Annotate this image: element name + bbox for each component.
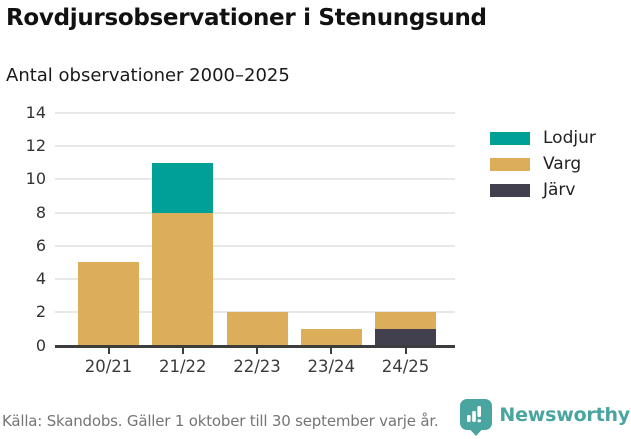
- y-axis-tick-label: 8: [35, 202, 46, 222]
- legend-label: Lodjur: [543, 128, 596, 148]
- gridline-y4: [55, 278, 455, 281]
- bar-segment-varg-22-23: [226, 312, 288, 346]
- y-axis-tick-label: 0: [35, 335, 46, 355]
- bar-segment-varg-21-22: [152, 212, 214, 346]
- y-axis-tick-label: 14: [25, 103, 46, 122]
- gridline-y6: [55, 244, 455, 247]
- x-axis-tick: [330, 347, 333, 354]
- x-axis-line: [55, 344, 455, 348]
- y-axis-tick-label: 12: [25, 136, 46, 156]
- bar-segment-lodjur-21-22: [152, 162, 214, 213]
- gridline-y8: [55, 211, 455, 214]
- legend-item-järv: Järv: [490, 180, 596, 200]
- x-axis-category-label: 21/22: [158, 356, 207, 376]
- bar-segment-järv-24-25: [375, 328, 436, 346]
- newsworthy-wordmark: Newsworthy: [499, 404, 630, 426]
- legend-item-lodjur: Lodjur: [490, 128, 596, 148]
- x-axis-tick: [181, 347, 184, 354]
- bar-segment-varg-20-21: [78, 262, 139, 346]
- x-axis-category-label: 23/24: [307, 356, 356, 376]
- legend: Lodjur Varg Järv: [490, 128, 596, 210]
- x-axis-tick: [404, 347, 407, 354]
- legend-label: Järv: [543, 180, 576, 200]
- x-axis-tick: [256, 347, 258, 354]
- x-axis-category-label: 20/21: [84, 356, 133, 376]
- bar-segment-varg-23-24: [300, 328, 362, 346]
- bar-segment-varg-24-25: [375, 312, 436, 329]
- newsworthy-bubble-chart-icon: [460, 399, 493, 436]
- gridline-y14: [55, 112, 455, 114]
- source-note: Källa: Skandobs. Gäller 1 oktober till 3…: [2, 412, 439, 430]
- y-axis-tick-label: 2: [35, 302, 46, 322]
- chart-title: Rovdjursobservationer i Stenungsund: [6, 5, 487, 31]
- x-axis-tick: [107, 347, 110, 354]
- legend-label: Varg: [543, 154, 582, 174]
- x-axis-category-label: 24/25: [381, 356, 430, 376]
- chart-subtitle: Antal observationer 2000–2025: [6, 65, 290, 86]
- legend-item-varg: Varg: [490, 154, 596, 174]
- gridline-y12: [55, 145, 455, 148]
- newsworthy-logo: Newsworthy: [460, 399, 630, 436]
- legend-swatch-lodjur: [490, 132, 530, 145]
- legend-swatch-varg: [490, 158, 530, 171]
- y-axis-tick-label: 6: [35, 235, 46, 255]
- y-axis-tick-label: 10: [25, 169, 46, 189]
- gridline-y10: [55, 178, 455, 181]
- legend-swatch-järv: [490, 184, 530, 197]
- y-axis-tick-label: 4: [35, 269, 46, 289]
- x-axis-category-label: 22/23: [233, 356, 281, 376]
